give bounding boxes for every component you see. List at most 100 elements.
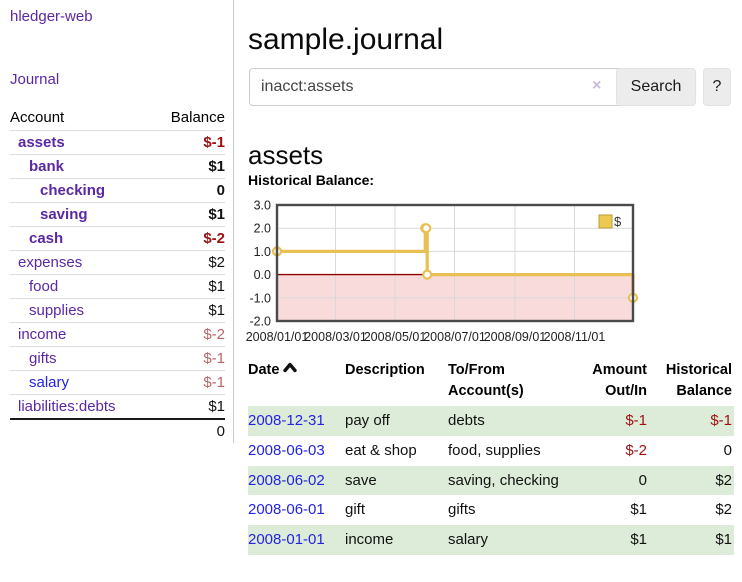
account-link[interactable]: cash bbox=[29, 230, 64, 247]
svg-text:0.0: 0.0 bbox=[254, 268, 271, 282]
transaction-date-link[interactable]: 2008-06-01 bbox=[248, 501, 325, 519]
svg-text:3.0: 3.0 bbox=[254, 199, 271, 213]
account-row: supplies $1 bbox=[10, 298, 225, 323]
svg-text:2008/07/01: 2008/07/01 bbox=[423, 330, 486, 344]
account-row: income $-2 bbox=[10, 322, 225, 347]
svg-text:2008/09/01: 2008/09/01 bbox=[484, 330, 547, 344]
search-button[interactable]: Search bbox=[616, 68, 696, 106]
register-header-historical-balance: Historical Balance bbox=[649, 358, 734, 406]
account-link[interactable]: bank bbox=[29, 158, 65, 175]
account-row: checking 0 bbox=[10, 178, 225, 203]
transaction-amount: $1 bbox=[578, 525, 649, 555]
sort-ascending-icon bbox=[283, 362, 298, 373]
account-link[interactable]: gifts bbox=[29, 350, 57, 367]
account-row: expenses $2 bbox=[10, 250, 225, 275]
svg-text:2.0: 2.0 bbox=[254, 222, 271, 236]
transaction-date-link[interactable]: 2008-06-03 bbox=[248, 441, 325, 459]
transaction-balance: $-1 bbox=[649, 406, 734, 436]
transaction-date-link[interactable]: 2008-12-31 bbox=[248, 412, 325, 430]
transaction-date-link[interactable]: 2008-06-02 bbox=[248, 471, 325, 489]
transaction-balance: 0 bbox=[723, 441, 732, 459]
transaction-description: eat & shop bbox=[345, 441, 417, 459]
svg-text:1.0: 1.0 bbox=[254, 245, 271, 259]
transaction-accounts: salary bbox=[448, 525, 578, 555]
sidebar-divider bbox=[233, 0, 234, 443]
svg-text:2008/01/01: 2008/01/01 bbox=[246, 330, 309, 344]
register-header-row: Date Description To/From Account(s) Amount … bbox=[248, 358, 734, 406]
page-title: sample.journal bbox=[248, 23, 444, 57]
register-header-to-from-account-s-: To/From Account(s) bbox=[448, 358, 578, 406]
register-header-label: Date bbox=[248, 362, 280, 378]
account-link[interactable]: food bbox=[29, 278, 59, 295]
account-balance: $-1 bbox=[152, 370, 225, 395]
account-balance: $1 bbox=[152, 274, 225, 299]
help-button[interactable]: ? bbox=[703, 68, 731, 106]
account-link[interactable]: supplies bbox=[29, 302, 85, 319]
chart-title: Historical Balance: bbox=[248, 172, 375, 188]
account-balance: $-1 bbox=[152, 346, 225, 371]
register-header-amount-out-in: Amount Out/In bbox=[578, 358, 649, 406]
accounts-header-row: Account Balance bbox=[10, 106, 225, 131]
transaction-description: gift bbox=[345, 501, 366, 519]
account-link[interactable]: checking bbox=[40, 182, 106, 199]
register-header-label: To/From Account(s) bbox=[448, 362, 524, 400]
transaction-accounts: debts bbox=[448, 406, 578, 436]
account-row: assets $-1 bbox=[10, 130, 225, 155]
register-header-label: Description bbox=[345, 362, 425, 378]
svg-text:-1.0: -1.0 bbox=[249, 291, 271, 305]
account-link[interactable]: expenses bbox=[18, 254, 83, 271]
historical-balance-chart: $3.0 2.0 1.0 0.0 -1.0 -2.02008/01/012008/03/0… bbox=[246, 199, 639, 344]
account-balance: $-2 bbox=[152, 322, 225, 347]
transaction-accounts: food, supplies bbox=[448, 441, 541, 459]
total-spacer bbox=[10, 418, 153, 443]
svg-text:2008/03/01: 2008/03/01 bbox=[304, 330, 367, 344]
account-balance: $1 bbox=[152, 202, 225, 227]
account-balance: $1 bbox=[152, 298, 225, 323]
transaction-accounts: gifts bbox=[448, 501, 476, 519]
account-balance: $2 bbox=[152, 250, 225, 275]
svg-text:2008/11/01: 2008/11/01 bbox=[544, 330, 606, 344]
accounts-header-balance: Balance bbox=[152, 106, 225, 131]
sidebar-item-journal[interactable]: Journal bbox=[10, 71, 60, 88]
register-table: Date Description To/From Account(s) Amount … bbox=[248, 358, 734, 555]
accounts-table: Account Balance assets $-1 bank $1 checking 0… bbox=[10, 106, 225, 443]
accounts-total-balance: 0 bbox=[152, 418, 225, 443]
account-row: cash $-2 bbox=[10, 226, 225, 251]
account-link[interactable]: income bbox=[18, 326, 67, 343]
register-header-description: Description bbox=[345, 358, 448, 406]
accounts-header-account: Account bbox=[10, 106, 153, 131]
register-header-date[interactable]: Date bbox=[248, 358, 345, 406]
clear-search-icon[interactable]: × bbox=[592, 77, 602, 94]
brand-link[interactable]: hledger-web bbox=[10, 8, 93, 25]
transaction-accounts: saving, checking bbox=[448, 465, 578, 496]
transaction-date-link[interactable]: 2008-01-01 bbox=[248, 531, 325, 549]
svg-text:$: $ bbox=[614, 214, 622, 229]
transaction-description: save bbox=[345, 465, 448, 496]
account-link[interactable]: assets bbox=[18, 134, 65, 151]
transaction-amount: $-2 bbox=[625, 441, 647, 459]
search-input[interactable] bbox=[249, 68, 624, 106]
transaction-amount: $1 bbox=[630, 501, 647, 519]
account-balance: 0 bbox=[152, 178, 225, 203]
account-title: assets bbox=[248, 139, 324, 170]
transaction-amount: $-1 bbox=[578, 406, 649, 436]
account-link[interactable]: saving bbox=[40, 206, 88, 223]
register-row: 2008-06-02 save saving, checking 0 $2 bbox=[248, 465, 734, 496]
account-row: salary $-1 bbox=[10, 370, 225, 395]
account-link[interactable]: liabilities:debts bbox=[18, 398, 116, 415]
transaction-balance: $2 bbox=[715, 501, 732, 519]
account-row: bank $1 bbox=[10, 154, 225, 179]
transaction-description: pay off bbox=[345, 406, 448, 436]
register-row: 2008-06-03 eat & shop food, supplies $-2 0 bbox=[248, 436, 734, 466]
transaction-balance: $2 bbox=[649, 465, 734, 496]
account-row: food $1 bbox=[10, 274, 225, 299]
transaction-amount: 0 bbox=[578, 465, 649, 496]
transaction-balance: $1 bbox=[649, 525, 734, 555]
account-row: saving $1 bbox=[10, 202, 225, 227]
account-balance: $1 bbox=[152, 394, 225, 420]
register-header-label: Amount Out/In bbox=[592, 362, 647, 400]
account-link[interactable]: salary bbox=[29, 374, 70, 391]
register-header-label: Historical Balance bbox=[665, 362, 732, 400]
transaction-description: income bbox=[345, 525, 448, 555]
